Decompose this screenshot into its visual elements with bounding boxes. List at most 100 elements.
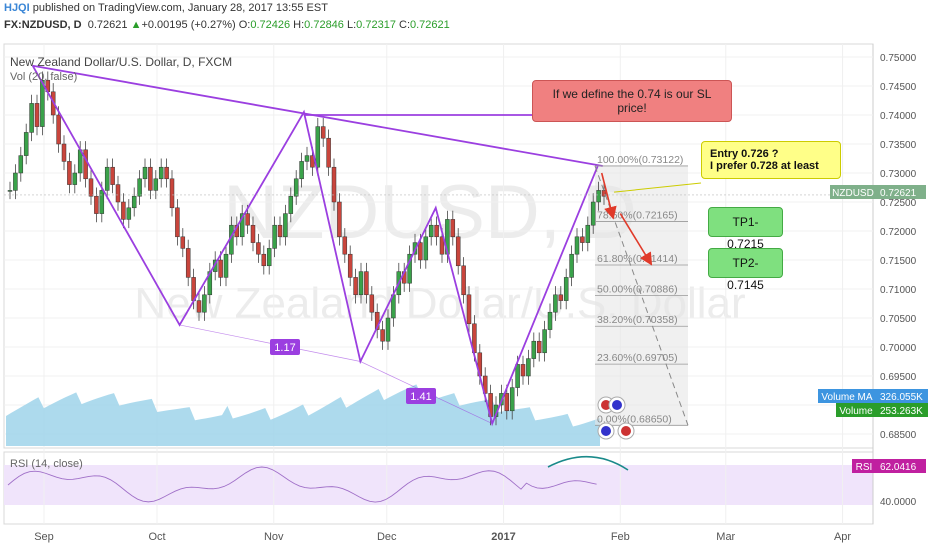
event-flag-icon[interactable] xyxy=(597,396,626,414)
author-logo: HJQI xyxy=(4,2,30,14)
candle-body xyxy=(256,242,261,255)
y-tick-label: 0.72000 xyxy=(880,227,917,238)
y-tick-label: 0.68500 xyxy=(880,430,917,441)
candle-body xyxy=(185,248,191,278)
rsi-title: RSI (14, close) xyxy=(10,458,83,470)
candle-body xyxy=(455,236,461,267)
candle-body xyxy=(461,265,466,296)
y-tick-label: 0.69500 xyxy=(880,372,917,383)
candle-body xyxy=(542,329,547,354)
publish-info: HJQI published on TradingView.com, Janua… xyxy=(4,2,328,14)
sl-note-callout: If we define the 0.74 is our SL price! xyxy=(532,80,732,122)
candle-body xyxy=(509,387,515,412)
change-value: +0.00195 (+0.27%) xyxy=(141,19,236,31)
volma-badge-bg xyxy=(818,389,876,403)
candle-body xyxy=(13,172,18,191)
candle-body xyxy=(364,271,369,296)
candle-body xyxy=(142,166,148,180)
entry-pointer xyxy=(613,182,702,193)
price-value: 0.72621 xyxy=(880,188,917,199)
candle-body xyxy=(148,166,153,191)
candle-body xyxy=(153,178,159,191)
tp2-callout: TP2-0.7145 xyxy=(708,248,783,292)
fib-level-label: 61.80%(0.71414) xyxy=(597,253,678,265)
candle-body xyxy=(428,224,434,238)
candle-body xyxy=(99,190,105,214)
volma-value: 326.055K xyxy=(880,392,923,403)
candle-body xyxy=(293,178,299,197)
price-badge-label: NZDUSD xyxy=(832,188,874,199)
candle-body xyxy=(574,236,580,255)
candle-body xyxy=(169,178,175,209)
candle-body xyxy=(126,207,132,220)
change-up-icon: ▲ xyxy=(130,19,142,31)
candle-body xyxy=(29,103,34,133)
candle-body xyxy=(526,358,531,377)
fib-level-label: 50.00%(0.70886) xyxy=(597,284,678,296)
high-label: H: xyxy=(293,19,305,31)
symbol-label: FX:NZDUSD, D xyxy=(4,19,82,31)
entry-line2: I prefer 0.728 at least xyxy=(710,160,819,172)
low-label: L: xyxy=(346,19,357,31)
candle-body xyxy=(115,184,121,203)
candle-body xyxy=(347,253,353,278)
candle-body xyxy=(164,166,169,180)
candle-body xyxy=(358,271,364,296)
candle-body xyxy=(202,294,207,313)
candle-body xyxy=(558,294,564,301)
candle-body xyxy=(585,224,591,243)
candle-body xyxy=(61,143,67,162)
candle-body xyxy=(315,126,321,168)
fib-level-label: 78.60%(0.72165) xyxy=(597,209,678,221)
volma-value-bg xyxy=(876,389,928,403)
y-tick-label: 0.71500 xyxy=(880,256,917,267)
candle-body xyxy=(88,178,94,197)
candle-body xyxy=(337,201,342,238)
candle-body xyxy=(353,277,358,296)
candle-body xyxy=(110,166,115,185)
vol-value: 253.263K xyxy=(880,406,923,417)
candle-body xyxy=(434,224,439,238)
volume-area xyxy=(6,384,600,446)
candle-body xyxy=(94,195,99,214)
candle-body xyxy=(569,253,574,278)
candle-body xyxy=(601,190,607,197)
volma-badge-label: Volume MA xyxy=(821,392,872,403)
open-label: O: xyxy=(238,19,251,31)
low-value: 0.72317 xyxy=(356,19,396,31)
candle-body xyxy=(439,236,445,255)
candle-body xyxy=(520,364,526,377)
candle-body xyxy=(104,166,110,191)
x-tick-label: Sep xyxy=(34,531,54,543)
candle-body xyxy=(72,172,78,185)
rsi-tick-label: 40.0000 xyxy=(880,497,917,508)
candle-body xyxy=(504,393,510,412)
candle-body xyxy=(563,277,569,301)
tp2-arrow xyxy=(619,213,653,266)
candle-body xyxy=(288,195,294,214)
candle-body xyxy=(326,137,331,168)
candle-body xyxy=(596,190,601,203)
candle-body xyxy=(261,253,267,267)
price-badge-bg xyxy=(830,185,876,199)
plot-title: New Zealand Dollar/U.S. Dollar, D, FXCM xyxy=(10,55,233,69)
price-value-bg xyxy=(876,185,926,199)
candle-body xyxy=(67,161,72,185)
x-tick-label: Dec xyxy=(377,531,397,543)
y-tick-label: 0.71000 xyxy=(880,285,917,296)
candle-body xyxy=(158,166,164,180)
entry-callout: Entry 0.726 ? I prefer 0.728 at least xyxy=(701,141,841,179)
candle-body xyxy=(450,219,456,238)
event-flag-icon-2[interactable] xyxy=(597,422,635,440)
candle-body xyxy=(553,294,558,313)
candle-body xyxy=(131,195,137,209)
candle-body xyxy=(342,236,348,255)
candle-body xyxy=(369,294,375,313)
volume-title: Vol (20, false) xyxy=(10,71,78,83)
rsi-value: 62.0416 xyxy=(880,462,917,473)
rsi-band xyxy=(4,465,873,505)
ratio1-bg xyxy=(270,339,300,355)
candle-body xyxy=(547,311,553,330)
fib-level-label: 38.20%(0.70358) xyxy=(597,314,678,326)
